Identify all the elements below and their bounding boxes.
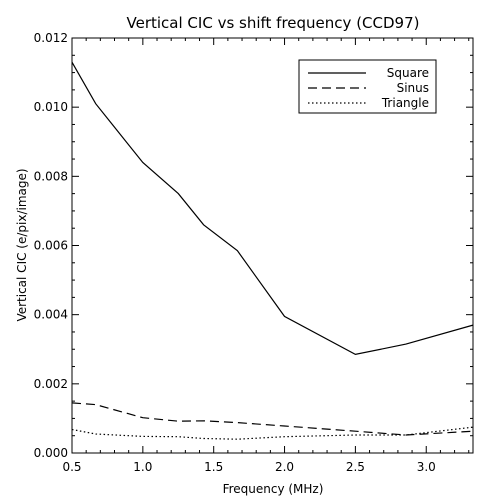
- y-tick-label: 0.004: [34, 308, 68, 322]
- y-tick-label: 0.010: [34, 100, 68, 114]
- y-tick-label: 0.008: [34, 169, 68, 183]
- x-tick-label: 3.0: [417, 460, 436, 474]
- x-tick-label: 0.5: [62, 460, 81, 474]
- y-tick-label: 0.000: [34, 446, 68, 460]
- y-tick-label: 0.006: [34, 239, 68, 253]
- x-axis-label: Frequency (MHz): [223, 482, 324, 496]
- x-tick-label: 2.5: [346, 460, 365, 474]
- ticks-layer: 0.5 1.0 1.5 2.0 2.5 3.0 0.000 0.002 0.004 0.006 0.…: [34, 31, 473, 474]
- y-tick-label: 0.012: [34, 31, 68, 45]
- legend-box: [298, 59, 437, 114]
- x-tick-label: 1.0: [133, 460, 152, 474]
- y-axis-label: Vertical CIC (e/pix/image): [15, 168, 29, 321]
- series-line-square: [71, 61, 474, 356]
- series-line-sinus: [71, 402, 474, 436]
- x-tick-label: 2.0: [275, 460, 294, 474]
- y-tick-label: 0.002: [34, 377, 68, 391]
- legend-label-sinus: Sinus: [397, 81, 429, 95]
- legend-label-triangle: Triangle: [381, 96, 429, 110]
- x-tick-label: 1.5: [204, 460, 223, 474]
- chart-title: Vertical CIC vs shift frequency (CCD97): [127, 14, 420, 32]
- series-line-triangle: [71, 426, 474, 440]
- legend-label-square: Square: [387, 66, 429, 80]
- series-layer: [71, 61, 474, 440]
